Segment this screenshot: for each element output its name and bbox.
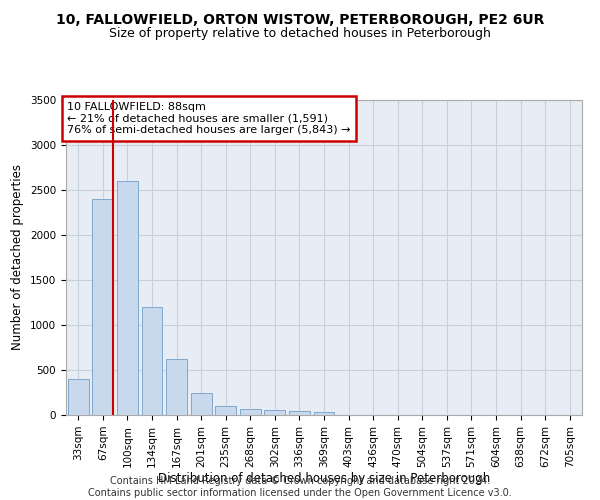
Bar	[191, 392, 212, 415]
Text: Size of property relative to detached houses in Peterborough: Size of property relative to detached ho…	[109, 28, 491, 40]
Bar	[92, 199, 113, 415]
Bar	[68, 379, 89, 415]
Bar	[117, 181, 138, 415]
Y-axis label: Number of detached properties: Number of detached properties	[11, 164, 25, 350]
Text: Contains HM Land Registry data © Crown copyright and database right 2024.
Contai: Contains HM Land Registry data © Crown c…	[88, 476, 512, 498]
Bar	[142, 307, 163, 415]
Bar	[215, 406, 236, 415]
Bar	[289, 410, 310, 415]
Bar	[240, 408, 261, 415]
Text: 10, FALLOWFIELD, ORTON WISTOW, PETERBOROUGH, PE2 6UR: 10, FALLOWFIELD, ORTON WISTOW, PETERBORO…	[56, 12, 544, 26]
Bar	[166, 359, 187, 415]
Bar	[265, 410, 286, 415]
X-axis label: Distribution of detached houses by size in Peterborough: Distribution of detached houses by size …	[158, 472, 490, 486]
Bar	[314, 412, 334, 415]
Text: 10 FALLOWFIELD: 88sqm
← 21% of detached houses are smaller (1,591)
76% of semi-d: 10 FALLOWFIELD: 88sqm ← 21% of detached …	[67, 102, 351, 135]
